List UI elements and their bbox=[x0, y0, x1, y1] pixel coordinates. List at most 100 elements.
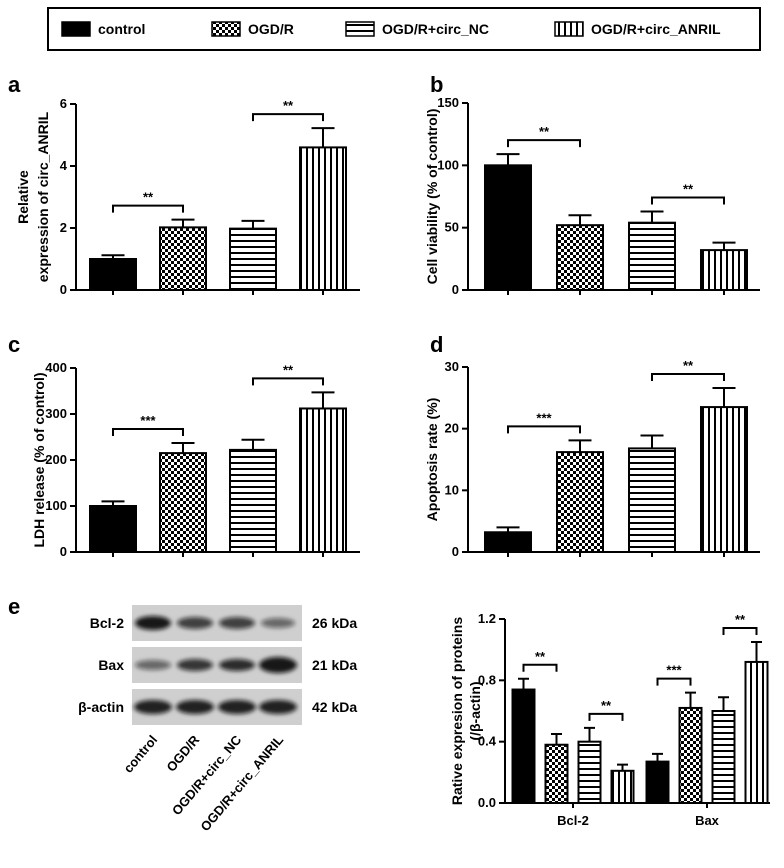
bar bbox=[229, 448, 277, 554]
y-tick-label: 150 bbox=[437, 95, 459, 110]
blot-size: 42 kDa bbox=[312, 699, 357, 715]
significance-label: ** bbox=[683, 358, 694, 373]
panel-letter: a bbox=[8, 72, 21, 97]
bar bbox=[711, 710, 736, 804]
error-bar bbox=[311, 127, 335, 148]
y-tick-label: 50 bbox=[445, 220, 459, 235]
legend-label: control bbox=[98, 21, 145, 37]
significance-bracket bbox=[112, 204, 184, 213]
bar bbox=[159, 452, 207, 554]
y-tick-label: 6 bbox=[60, 96, 67, 111]
panel-letter: e bbox=[8, 594, 20, 619]
panel-letter: b bbox=[430, 72, 443, 97]
y-axis-label: Rative expresion of proteins bbox=[449, 617, 465, 805]
y-axis-label: LDH release (% of control) bbox=[31, 372, 47, 547]
significance-bracket bbox=[651, 372, 725, 381]
blot-row-label: β-actin bbox=[78, 699, 124, 715]
y-axis-label: Cell viability (% of control) bbox=[424, 109, 440, 285]
bar bbox=[577, 740, 602, 805]
significance-bracket bbox=[588, 712, 624, 721]
bar bbox=[484, 164, 532, 291]
y-tick-label: 20 bbox=[445, 421, 459, 436]
legend-swatch bbox=[61, 21, 91, 37]
error-bar bbox=[518, 677, 529, 690]
y-tick-label: 200 bbox=[45, 452, 67, 467]
y-axis-label: expression of circ_ANRIL bbox=[35, 111, 51, 282]
significance-label: ** bbox=[143, 190, 154, 205]
lane-label: control bbox=[120, 732, 160, 775]
legend-label: OGD/R+circ_NC bbox=[382, 21, 489, 37]
blot-row-label: Bax bbox=[98, 657, 124, 673]
error-bar bbox=[617, 763, 628, 771]
bar bbox=[700, 406, 748, 554]
error-bar bbox=[652, 752, 663, 762]
bar bbox=[610, 769, 635, 804]
significance-label: ** bbox=[601, 698, 612, 713]
legend-label: OGD/R+circ_ANRIL bbox=[591, 21, 721, 37]
significance-bracket bbox=[651, 196, 725, 205]
significance-label: ** bbox=[683, 181, 694, 196]
error-bar bbox=[101, 500, 125, 506]
error-bar bbox=[496, 153, 520, 166]
error-bar bbox=[568, 214, 592, 226]
significance-bracket bbox=[252, 113, 324, 122]
blot-row-label: Bcl-2 bbox=[90, 615, 124, 631]
y-tick-label: 300 bbox=[45, 406, 67, 421]
significance-bracket bbox=[656, 677, 692, 686]
significance-label: ** bbox=[283, 98, 294, 113]
bar bbox=[556, 451, 604, 554]
y-tick-label: 30 bbox=[445, 359, 459, 374]
error-bar bbox=[751, 641, 762, 662]
bar bbox=[89, 258, 137, 291]
y-tick-label: 0.8 bbox=[478, 672, 496, 687]
bar bbox=[299, 407, 347, 554]
legend-label: OGD/R bbox=[248, 21, 294, 37]
y-tick-label: 2 bbox=[60, 220, 67, 235]
error-bar bbox=[101, 254, 125, 259]
error-bar bbox=[171, 218, 195, 228]
error-bar bbox=[584, 726, 595, 742]
significance-label: *** bbox=[536, 410, 552, 425]
legend-swatch bbox=[345, 21, 375, 37]
y-tick-label: 400 bbox=[45, 360, 67, 375]
bar bbox=[645, 760, 670, 804]
legend-swatch bbox=[211, 21, 241, 37]
bar bbox=[159, 226, 207, 292]
error-bar bbox=[712, 386, 736, 408]
error-bar bbox=[241, 438, 265, 450]
y-tick-label: 0.4 bbox=[478, 734, 497, 749]
bar bbox=[229, 227, 277, 291]
y-tick-label: 100 bbox=[45, 498, 67, 513]
y-tick-label: 0 bbox=[452, 282, 459, 297]
blot-size: 26 kDa bbox=[312, 615, 357, 631]
error-bar bbox=[568, 439, 592, 453]
lane-label: OGD/R bbox=[163, 732, 202, 775]
error-bar bbox=[171, 441, 195, 454]
lane-label: OGD/R+circ_ANRIL bbox=[197, 732, 286, 834]
panel-letter: c bbox=[8, 332, 20, 357]
y-tick-label: 100 bbox=[437, 157, 459, 172]
error-bar bbox=[718, 696, 729, 711]
y-axis-label: Apoptosis rate (%) bbox=[424, 398, 440, 522]
error-bar bbox=[685, 691, 696, 708]
x-tick-label: Bax bbox=[695, 813, 720, 828]
error-bar bbox=[496, 526, 520, 533]
y-axis-label: (/β-actin) bbox=[467, 681, 483, 740]
y-axis-label: Relative bbox=[15, 170, 31, 224]
significance-bracket bbox=[522, 663, 558, 672]
significance-bracket bbox=[722, 627, 758, 635]
error-bar bbox=[640, 434, 664, 449]
significance-bracket bbox=[507, 425, 581, 434]
y-tick-label: 1.2 bbox=[478, 611, 496, 626]
y-tick-label: 0 bbox=[60, 282, 67, 297]
error-bar bbox=[551, 733, 562, 745]
bar bbox=[628, 221, 676, 291]
bar bbox=[484, 531, 532, 553]
bar bbox=[511, 688, 536, 804]
legend-box bbox=[47, 7, 761, 51]
significance-label: ** bbox=[535, 649, 546, 664]
bar bbox=[744, 660, 769, 805]
panel-letter: d bbox=[430, 332, 443, 357]
significance-label: ** bbox=[539, 124, 550, 139]
